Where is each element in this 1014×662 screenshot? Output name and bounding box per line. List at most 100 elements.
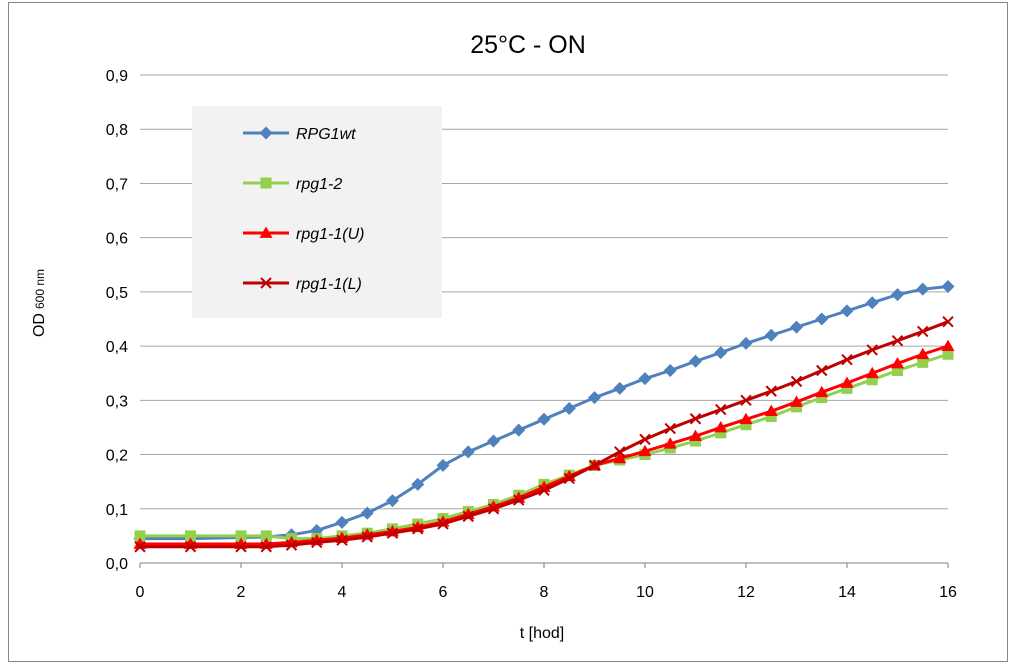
legend-item: RPG1wt bbox=[243, 126, 356, 143]
legend-item: rpg1-1(L) bbox=[243, 276, 362, 293]
y-tick-label: 0,8 bbox=[106, 122, 128, 139]
x-tick-label: 14 bbox=[838, 584, 856, 601]
x-tick-label: 12 bbox=[737, 584, 755, 601]
data-point bbox=[664, 422, 676, 435]
data-point bbox=[639, 433, 651, 446]
data-point bbox=[740, 419, 752, 431]
data-point bbox=[891, 288, 904, 302]
data-point bbox=[840, 304, 854, 318]
data-point bbox=[285, 539, 298, 551]
svg-text:OD600 nm: OD 600 nm bbox=[31, 269, 48, 337]
data-point bbox=[513, 494, 525, 506]
data-point bbox=[134, 530, 146, 542]
data-point bbox=[866, 374, 878, 386]
y-tick-label: 0,5 bbox=[106, 285, 128, 302]
series-layer bbox=[133, 279, 955, 553]
data-point bbox=[512, 423, 526, 437]
data-point bbox=[790, 375, 803, 388]
data-point bbox=[790, 320, 803, 334]
series-line bbox=[140, 284, 949, 541]
data-point bbox=[613, 451, 627, 464]
series-line bbox=[140, 320, 949, 549]
data-point bbox=[941, 279, 955, 293]
legend-box bbox=[192, 106, 442, 318]
data-point bbox=[841, 353, 853, 366]
y-tick-label: 0,2 bbox=[106, 448, 128, 465]
y-axis-tick-labels: 0,0 0,1 0,2 0,3 0,4 0,5 0,6 0,7 0,8 0,9 bbox=[106, 68, 128, 573]
data-point bbox=[336, 534, 348, 546]
y-tick-label: 0,1 bbox=[106, 502, 128, 519]
x-tick-label: 6 bbox=[439, 584, 448, 601]
x-tick-label: 2 bbox=[237, 584, 246, 601]
legend-swatch-marker bbox=[259, 126, 273, 140]
y-axis-title-main: OD bbox=[31, 313, 48, 337]
legend-label: RPG1wt bbox=[296, 126, 356, 143]
data-point bbox=[260, 541, 272, 553]
data-point bbox=[891, 334, 904, 347]
data-point bbox=[487, 434, 500, 448]
series-line bbox=[140, 344, 949, 546]
series-1 bbox=[134, 348, 954, 545]
legend: RPG1wt rpg1-2 rpg1-1(U) rpg1-1(L) bbox=[192, 106, 442, 318]
y-tick-label: 0,6 bbox=[106, 231, 128, 248]
data-point bbox=[815, 385, 829, 398]
data-point bbox=[411, 477, 425, 491]
data-point bbox=[764, 328, 778, 342]
data-point bbox=[916, 282, 930, 296]
y-axis-title: OD 600 nm bbox=[31, 269, 48, 337]
data-point bbox=[917, 356, 929, 368]
data-point bbox=[638, 372, 652, 386]
legend-label: rpg1-2 bbox=[296, 176, 342, 193]
data-point bbox=[487, 503, 500, 515]
data-point bbox=[941, 339, 955, 351]
data-point bbox=[614, 446, 626, 458]
data-point bbox=[790, 395, 803, 407]
data-point bbox=[866, 344, 878, 356]
data-point bbox=[916, 347, 930, 360]
data-point bbox=[437, 518, 449, 530]
legend-label: rpg1-1(L) bbox=[296, 276, 362, 293]
data-point bbox=[689, 413, 702, 425]
data-point bbox=[260, 530, 272, 542]
y-tick-label: 0,4 bbox=[106, 339, 128, 356]
legend-swatch-marker bbox=[260, 277, 272, 289]
data-point bbox=[715, 427, 727, 439]
data-point bbox=[335, 515, 349, 529]
data-point bbox=[562, 401, 576, 415]
data-point bbox=[815, 312, 829, 326]
y-tick-label: 0,9 bbox=[106, 68, 128, 85]
chart-title: 25°C - ON bbox=[470, 31, 586, 59]
data-point bbox=[235, 530, 247, 542]
data-point bbox=[360, 506, 374, 520]
legend-item: rpg1-2 bbox=[243, 176, 342, 193]
data-point bbox=[739, 336, 753, 350]
series-0 bbox=[133, 279, 955, 546]
series-line bbox=[140, 352, 949, 541]
data-point bbox=[841, 382, 853, 394]
legend-label: rpg1-1(U) bbox=[296, 226, 364, 243]
x-axis-title: t [hod] bbox=[520, 625, 564, 642]
data-point bbox=[840, 376, 854, 388]
data-point bbox=[917, 325, 929, 338]
line-chart: 25°C - ON 0,0 0,1 0,2 0,3 0,4 0,5 0,6 0,7 0,8 0,9… bbox=[31, 31, 957, 642]
data-point bbox=[690, 435, 701, 447]
data-point bbox=[185, 530, 196, 542]
data-point bbox=[689, 429, 702, 441]
data-point bbox=[537, 412, 551, 426]
x-axis-tick-labels: 0 2 4 6 8 10 12 14 16 bbox=[136, 584, 957, 601]
x-tick-label: 8 bbox=[540, 584, 549, 601]
x-tick-label: 4 bbox=[338, 584, 347, 601]
data-point bbox=[714, 346, 728, 360]
x-tick-label: 16 bbox=[939, 584, 957, 601]
data-point bbox=[563, 472, 575, 485]
y-tick-label: 0,0 bbox=[106, 556, 128, 573]
data-point bbox=[740, 394, 752, 407]
legend-swatch-marker bbox=[260, 177, 272, 189]
legend-swatch-marker bbox=[259, 226, 273, 238]
data-point bbox=[184, 541, 197, 553]
data-point bbox=[739, 412, 753, 425]
data-point bbox=[816, 392, 828, 404]
data-point bbox=[588, 391, 601, 405]
data-point bbox=[235, 541, 247, 553]
data-point bbox=[538, 484, 550, 497]
